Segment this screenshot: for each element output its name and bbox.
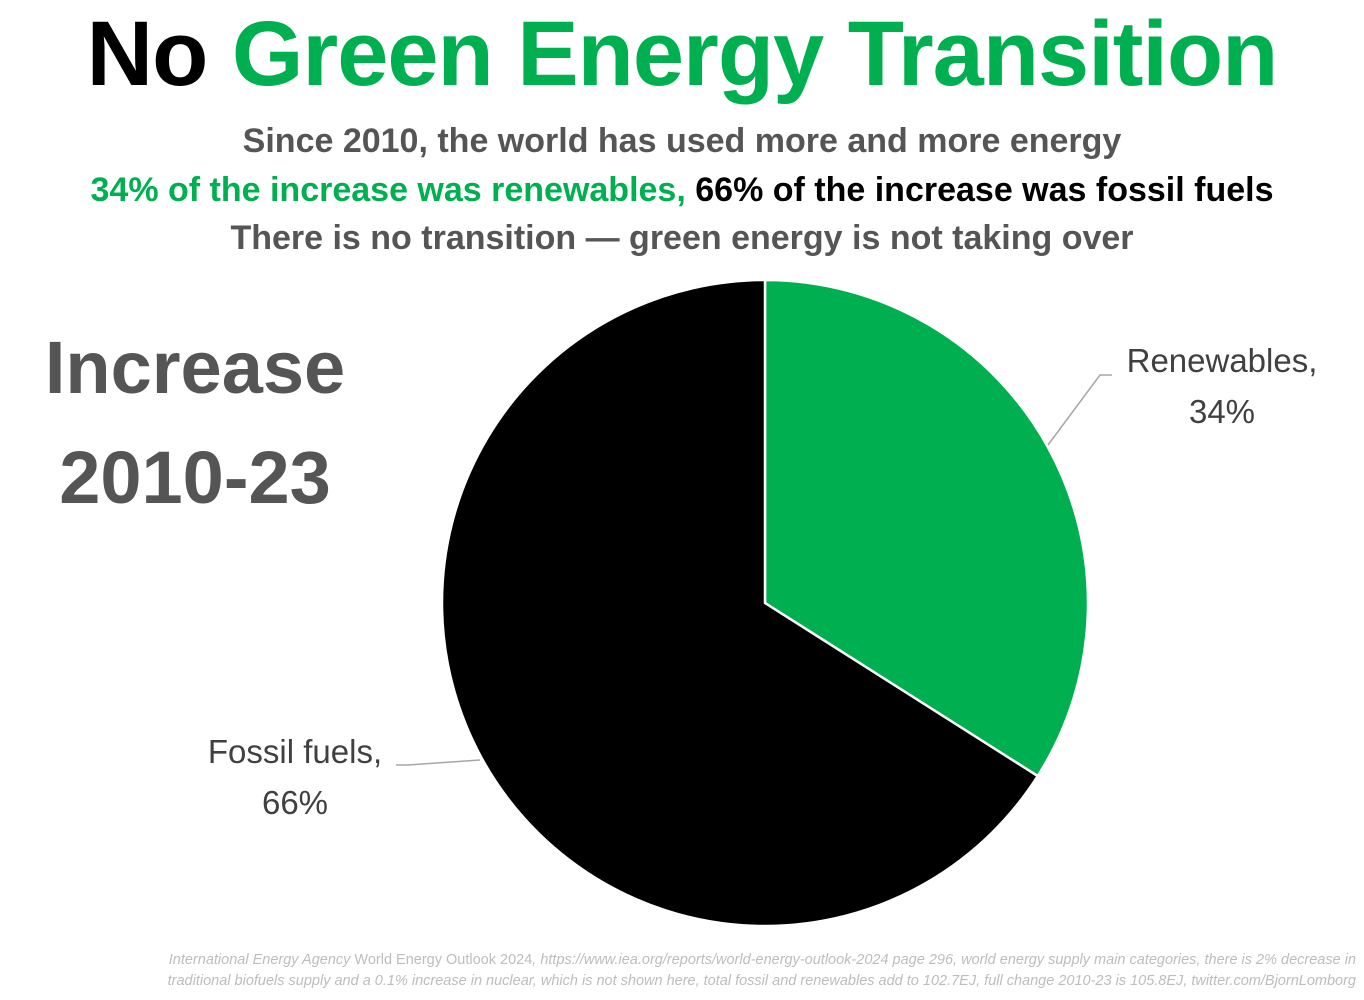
page-title: No Green Energy Transition bbox=[0, 2, 1364, 106]
title-green-energy-transition: Green Energy Transition bbox=[231, 3, 1279, 105]
source-footnote-line-2: traditional biofuels supply and a 0.1% i… bbox=[167, 973, 1356, 989]
data-label-fossil-fuels-value: 66% bbox=[262, 784, 328, 821]
data-label-renewables-name: Renewables, bbox=[1127, 342, 1318, 379]
subtitle-line-2: 34% of the increase was renewables, 66% … bbox=[0, 170, 1364, 210]
subtitle-renewables-share: 34% of the increase was renewables, bbox=[90, 171, 686, 209]
footnote-source-agency: International Energy Agency bbox=[168, 952, 355, 968]
data-label-renewables-value: 34% bbox=[1189, 393, 1255, 430]
subtitle-line-3: There is no transition — green energy is… bbox=[230, 219, 1134, 257]
footnote-source-details: , https://www.iea.org/reports/world-ener… bbox=[532, 952, 1356, 968]
pie-slice-fossil-fuels bbox=[440, 278, 1040, 928]
subtitle-line-1: Since 2010, the world has used more and … bbox=[242, 122, 1122, 160]
source-footnote-line-1: International Energy Agency World Energy… bbox=[6, 950, 1356, 971]
title-no: No bbox=[86, 3, 209, 105]
pie-slice-renewables bbox=[763, 278, 1090, 778]
leader-line-renewables bbox=[1047, 374, 1112, 446]
period-label-line-2: 2010-23 bbox=[59, 436, 331, 519]
leader-line-fossil-fuels bbox=[396, 759, 481, 766]
period-label-line-1: Increase bbox=[44, 326, 346, 409]
subtitle-fossil-share: 66% of the increase was fossil fuels bbox=[695, 171, 1274, 209]
footnote-report-name: World Energy Outlook 2024 bbox=[354, 952, 533, 968]
data-label-fossil-fuels-name: Fossil fuels, bbox=[208, 733, 382, 770]
